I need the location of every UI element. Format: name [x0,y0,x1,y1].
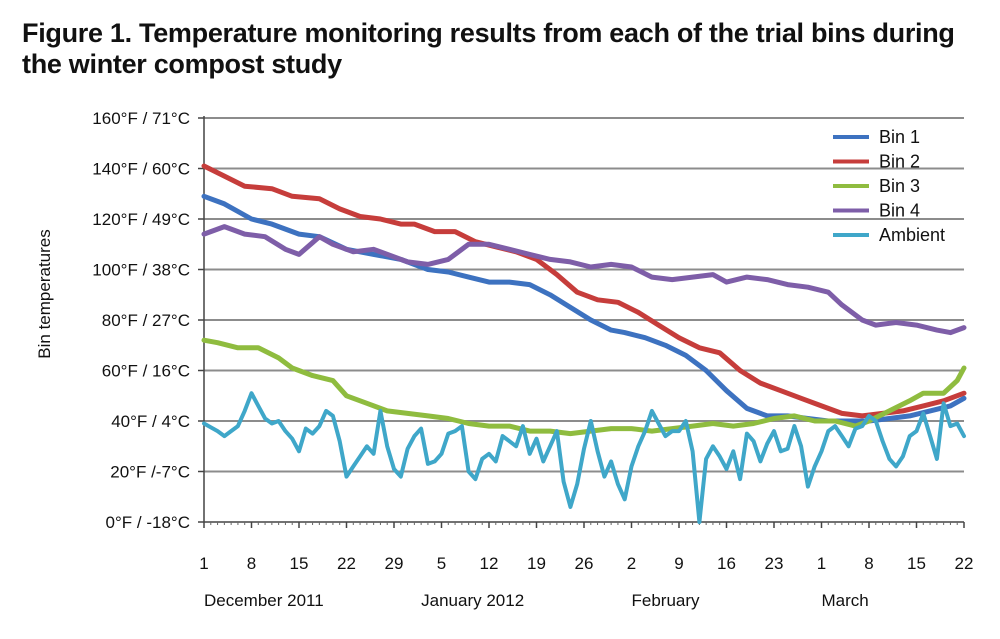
x-tick-label: 26 [575,554,594,573]
x-tick-labels: 1 8 15 22 29 5 12 19 26 2 9 16 23 1 8 15 22 [199,554,973,573]
x-tick-label: 15 [290,554,309,573]
legend-label: Bin 3 [879,176,920,196]
series-lines [201,163,967,524]
month-label: January 2012 [421,591,524,610]
y-axis-label: Bin temperatures [35,229,54,358]
x-tick-label: 22 [337,554,356,573]
series-line-bin-4 [201,224,967,336]
month-label: February [632,591,701,610]
y-tick-label: 140°F / 60°C [92,160,190,179]
x-tick-label: 9 [674,554,683,573]
y-tick-label: 60°F / 16°C [102,362,190,381]
x-tick-label: 1 [817,554,826,573]
x-tick-label: 8 [864,554,873,573]
month-label: December 2011 [204,591,324,610]
legend-label: Bin 1 [879,127,920,147]
y-tick-label: 20°F /-7°C [110,463,190,482]
x-tick-label: 16 [717,554,736,573]
legend: Bin 1 Bin 2 Bin 3 Bin 4 Ambient [833,127,945,245]
x-tick-label: 22 [955,554,974,573]
x-tick-label: 2 [627,554,636,573]
y-tick-label: 80°F / 27°C [102,311,190,330]
x-tick-label: 19 [527,554,546,573]
y-tick-labels: 0°F / -18°C 20°F /-7°C 40°F / 4°C 60°F / 16… [92,109,190,532]
x-tick-label: 23 [765,554,784,573]
series-line-bin-2 [201,163,967,419]
month-labels: December 2011 January 2012 February March [204,591,869,610]
chart-title: Figure 1. Temperature monitoring results… [22,18,955,79]
gridlines [204,117,964,473]
series-line-ambient [202,391,966,524]
y-tick-label: 160°F / 71°C [92,109,190,128]
x-tick-label: 5 [437,554,446,573]
x-tick-label: 1 [199,554,208,573]
legend-label: Ambient [879,225,945,245]
x-tick-label: 29 [385,554,404,573]
x-tick-label: 12 [480,554,499,573]
y-tick-label: 40°F / 4°C [111,412,190,431]
legend-label: Bin 4 [879,201,920,221]
legend-label: Bin 2 [879,152,920,172]
y-tick-label: 100°F / 38°C [92,261,190,280]
y-tick-label: 0°F / -18°C [106,513,190,532]
x-tick-label: 8 [247,554,256,573]
series-line-bin-3 [201,337,967,437]
axes [198,116,965,528]
x-tick-label: 15 [907,554,926,573]
month-label: March [822,591,869,610]
y-tick-label: 120°F / 49°C [92,210,190,229]
